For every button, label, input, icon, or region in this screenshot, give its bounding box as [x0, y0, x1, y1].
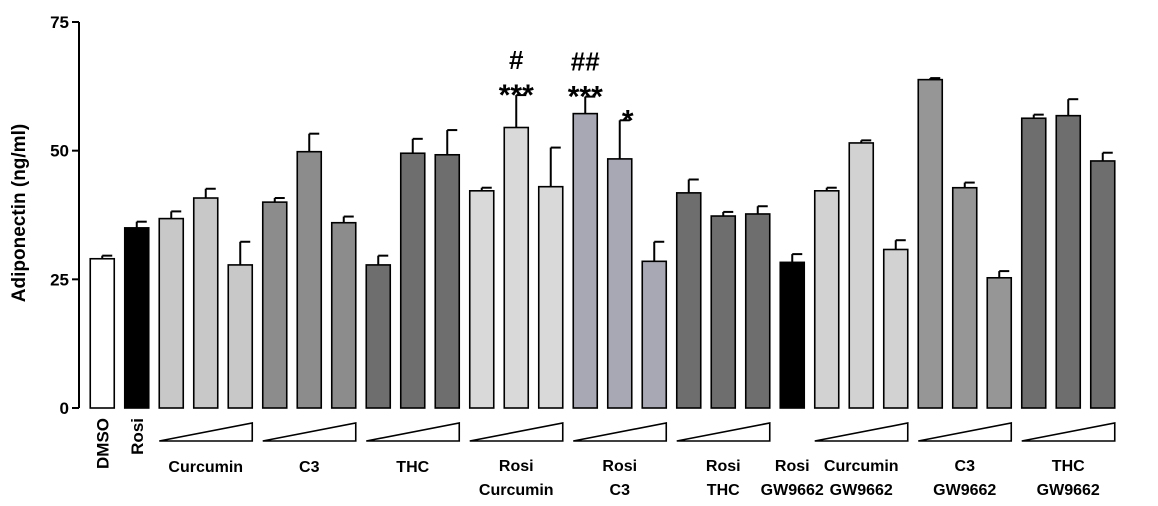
- concentration-wedge: [469, 422, 564, 442]
- group-label: Rosi: [499, 458, 534, 475]
- bar: [503, 126, 530, 409]
- significance-marker: ***: [568, 81, 603, 114]
- bar: [744, 213, 771, 409]
- group-label: C3: [955, 458, 976, 475]
- bar: [158, 217, 185, 409]
- bar: [675, 192, 702, 409]
- bar: [261, 201, 288, 409]
- bar: [848, 142, 875, 409]
- bar: [192, 197, 219, 409]
- bar: [1055, 114, 1082, 409]
- group-label: Rosi: [775, 458, 810, 475]
- group-label: Rosi: [706, 458, 741, 475]
- group-label: THC: [396, 459, 429, 476]
- group-label: C3: [299, 459, 320, 476]
- bar: [537, 185, 564, 409]
- group-label: Curcumin: [824, 458, 899, 475]
- bar: [951, 186, 978, 409]
- concentration-wedge: [1021, 422, 1116, 442]
- bar: [296, 150, 323, 409]
- bar: [227, 264, 254, 409]
- concentration-wedge: [918, 422, 1013, 442]
- bar: [365, 264, 392, 409]
- group-label: GW9662: [761, 482, 824, 499]
- bar: [606, 158, 633, 409]
- bar: [710, 215, 737, 409]
- concentration-wedge: [262, 422, 357, 442]
- significance-annotations: #***##****: [499, 45, 634, 137]
- group-label: Rosi: [602, 458, 637, 475]
- group-label: C3: [610, 482, 631, 499]
- concentration-wedge: [573, 422, 668, 442]
- concentration-wedge: [814, 422, 909, 442]
- bar: [123, 227, 150, 409]
- y-tick-label: 0: [60, 399, 69, 418]
- bar: [813, 190, 840, 409]
- bar: [434, 153, 461, 409]
- concentration-wedge: [366, 422, 461, 442]
- bar: [89, 257, 116, 409]
- y-axis-label: Adiponectin (ng/ml): [9, 124, 30, 302]
- group-label: GW9662: [830, 482, 893, 499]
- bar: [1089, 160, 1116, 409]
- group-label: THC: [1052, 458, 1085, 475]
- bar: [468, 190, 495, 409]
- bar: [641, 260, 668, 409]
- significance-marker: *: [622, 104, 634, 137]
- significance-marker: ##: [571, 47, 600, 77]
- bar: [399, 152, 426, 409]
- bar: [779, 261, 806, 409]
- y-axis: 0 25 50 75: [50, 13, 80, 418]
- bar: [986, 276, 1013, 409]
- group-label: THC: [707, 482, 740, 499]
- group-label: Rosi: [128, 418, 147, 455]
- y-tick-label: 75: [50, 13, 69, 32]
- significance-marker: #: [509, 45, 524, 75]
- concentration-wedge: [159, 422, 254, 442]
- y-tick-label: 25: [50, 270, 69, 289]
- significance-marker: ***: [499, 79, 534, 112]
- concentration-wedge: [676, 422, 771, 442]
- bar: [330, 221, 357, 409]
- bar: [572, 112, 599, 409]
- group-label: DMSO: [93, 418, 112, 469]
- bar: [1020, 117, 1047, 409]
- bar: [882, 248, 909, 409]
- group-label: Curcumin: [479, 482, 554, 499]
- group-label: Curcumin: [168, 459, 243, 476]
- y-tick-label: 50: [50, 142, 69, 161]
- bars-layer: [89, 77, 1116, 409]
- group-label: GW9662: [1037, 482, 1100, 499]
- x-axis-labels: DMSO Rosi Curcumin C3 THC Rosi Curcumin Rosi C3 R…: [93, 418, 1116, 499]
- bar: [917, 78, 944, 409]
- group-label: GW9662: [933, 482, 996, 499]
